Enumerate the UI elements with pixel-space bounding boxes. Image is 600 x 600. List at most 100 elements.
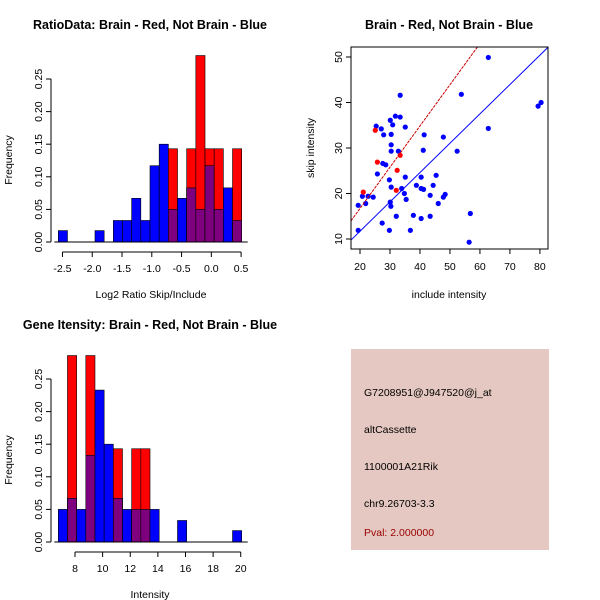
hist-intensity-bar-overlap <box>85 454 96 543</box>
hist-ratio-x-tick-label: 0.5 <box>234 263 249 275</box>
scatter-point-not-brain <box>420 147 426 153</box>
hist-intensity-bar-not-brain <box>94 389 105 543</box>
hist-ratio-bar-not-brain <box>140 220 151 243</box>
hist-ratio-x-tick-label: -2.0 <box>83 263 101 275</box>
scatter-x-tick-label: 20 <box>354 261 366 273</box>
hist-ratio-bar-not-brain <box>223 187 233 243</box>
hist-ratio-bar-not-brain <box>122 220 132 243</box>
scatter-point-not-brain <box>538 99 544 106</box>
gene-name: 1100001A21Rik <box>364 461 439 473</box>
hist-ratio-title: RatioData: Brain - Red, Not Brain - Blue <box>33 18 267 32</box>
scatter-point-not-brain <box>403 196 409 203</box>
hist-intensity-x-tick-label: 14 <box>152 563 164 575</box>
scatter-point-not-brain <box>383 162 389 168</box>
scatter-point-not-brain <box>418 215 424 222</box>
hist-ratio-y-tick-label: 0.10 <box>33 166 45 187</box>
hist-ratio-bar-not-brain <box>131 198 142 243</box>
hist-intensity-x-tick-label: 8 <box>72 563 78 575</box>
hist-ratio-bar-not-brain <box>158 143 169 243</box>
scatter-point-not-brain <box>388 131 394 137</box>
hist-ratio-bar-not-brain <box>57 230 68 243</box>
scatter-point-not-brain <box>386 227 392 233</box>
scatter-x-tick-label: 40 <box>414 261 426 273</box>
hist-ratio-y-tick-label: 0.05 <box>33 199 45 220</box>
scatter-point-not-brain <box>387 117 393 123</box>
scatter-point-not-brain <box>381 132 387 138</box>
scatter-point-not-brain <box>378 126 384 132</box>
pval-text: Pval: 2.000000 <box>364 527 434 539</box>
hist-intensity-x-tick-label: 18 <box>207 563 219 575</box>
hist-ratio-x-tick-label: -2.5 <box>53 263 71 275</box>
hist-ratio-x-tick-label: -1.0 <box>143 263 161 275</box>
scatter-plot: 20 30 40 50 60 70 80 10 20 30 40 50 <box>333 46 549 273</box>
scatter-point-not-brain <box>390 122 396 128</box>
scatter-point-not-brain <box>535 103 541 109</box>
hist-ratio-bar-overlap <box>195 209 206 243</box>
scatter-title: Brain - Red, Not Brain - Blue <box>365 18 533 32</box>
hist-intensity-bar-not-brain <box>103 443 114 543</box>
scatter-point-not-brain <box>413 182 419 188</box>
scatter-point-not-brain <box>355 227 361 233</box>
scatter-ylabel: skip intensity <box>305 117 317 178</box>
scatter-point-not-brain <box>359 193 365 199</box>
hist-ratio-plot: 0.00 0.05 0.10 0.15 0.20 0.25 -2.5 -2.0 -1.5 -1.0… <box>33 55 249 275</box>
scatter-point-not-brain <box>427 213 433 219</box>
scatter-point-not-brain <box>386 177 392 183</box>
hist-intensity-x-tick-label: 12 <box>124 563 136 575</box>
scatter-point-not-brain <box>388 184 394 190</box>
hist-intensity-plot: 0.00 0.05 0.10 0.15 0.20 0.25 8 10 12 14 16 18 20 <box>33 355 248 575</box>
scatter-point-brain <box>393 187 399 193</box>
scatter-point-not-brain <box>440 134 446 140</box>
scatter-clip-group <box>351 47 548 245</box>
event-type: altCassette <box>364 424 417 436</box>
hist-ratio-xlabel: Log2 Ratio Skip/Include <box>96 289 207 301</box>
scatter-x-tick-label: 80 <box>534 261 546 273</box>
scatter-point-not-brain <box>466 239 472 245</box>
hist-ratio-bar-overlap <box>168 209 178 243</box>
scatter-point-brain <box>374 159 380 165</box>
hist-ratio-bar-not-brain <box>177 198 187 243</box>
scatter-point-brain <box>394 167 400 173</box>
scatter-point-not-brain <box>421 132 427 138</box>
scatter-y-tick-label: 40 <box>333 97 345 109</box>
scatter-point-not-brain <box>370 194 376 200</box>
hist-intensity-bar-overlap <box>67 498 77 543</box>
hist-ratio-bar-not-brain <box>149 165 160 243</box>
scatter-point-not-brain <box>454 148 460 154</box>
hist-intensity-y-tick-label: 0.00 <box>33 532 45 553</box>
scatter-point-not-brain <box>442 191 448 198</box>
scatter-point-not-brain <box>374 171 380 177</box>
hist-ratio-y-tick-label: 0.25 <box>33 69 45 90</box>
hist-ratio-x-tick-label: -1.5 <box>113 263 131 275</box>
scatter-point-not-brain <box>355 202 361 208</box>
hist-intensity-x-tick-label: 10 <box>97 563 109 575</box>
scatter-y-tick-label: 50 <box>333 51 345 63</box>
scatter-point-not-brain <box>373 123 379 129</box>
scatter-point-not-brain <box>485 125 491 132</box>
scatter-point-not-brain <box>395 148 401 154</box>
scatter-point-not-brain <box>402 124 408 130</box>
scatter-point-not-brain <box>418 174 424 180</box>
hist-ratio-bar-not-brain <box>94 230 105 243</box>
hist-ratio-ylabel: Frequency <box>3 134 15 184</box>
scatter-point-not-brain <box>401 190 407 197</box>
hist-intensity-bar-not-brain <box>149 509 160 543</box>
chrom-location: chr9.26703-3.3 <box>364 498 435 510</box>
hist-intensity-bar-overlap <box>113 498 123 543</box>
scatter-point-not-brain <box>388 142 394 148</box>
scatter-point-not-brain <box>458 91 464 97</box>
scatter-x-tick-label: 70 <box>504 261 516 273</box>
scatter-xlabel: include intensity <box>412 289 487 301</box>
scatter-point-not-brain <box>485 54 491 61</box>
hist-intensity-x-tick-label: 20 <box>235 563 247 575</box>
scatter-x-tick-label: 30 <box>384 261 396 273</box>
hist-intensity-xlabel: Intensity <box>130 589 170 600</box>
hist-ratio-x-tick-label: 0.0 <box>204 263 219 275</box>
scatter-x-tick-label: 50 <box>444 261 456 273</box>
scatter-point-not-brain <box>365 193 371 199</box>
hist-ratio-bar-overlap <box>204 165 215 243</box>
hist-ratio-bar-overlap <box>186 187 197 243</box>
hist-ratio-y-tick-label: 0.15 <box>33 134 45 155</box>
hist-intensity-y-tick-label: 0.25 <box>33 369 45 390</box>
